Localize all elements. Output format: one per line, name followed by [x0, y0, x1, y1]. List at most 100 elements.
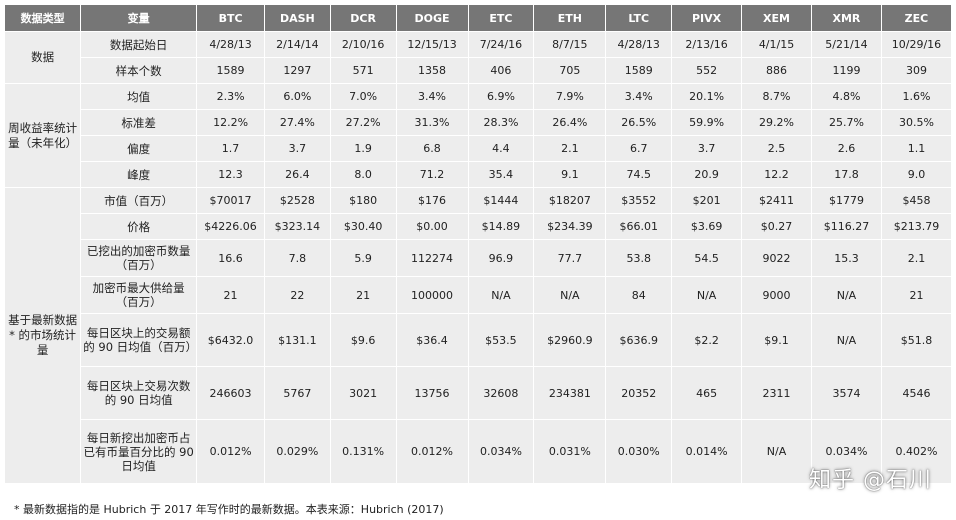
- value-cell: $116.27: [811, 214, 881, 239]
- value-cell: 4/1/15: [742, 32, 811, 57]
- value-cell: $3552: [606, 188, 672, 213]
- value-cell: $2528: [264, 188, 330, 213]
- table-row: 加密币最大供给量（百万） 21 22 21 100000 N/A N/A 84 N/A 9000 N…: [5, 277, 951, 313]
- table-row: 已挖出的加密币数量（百万） 16.6 7.8 5.9 112274 96.9 77.7 53.…: [5, 240, 951, 276]
- value-cell: 2.6: [811, 136, 881, 161]
- group-label: 周收益率统计量（未年化）: [5, 84, 81, 187]
- value-cell: 246603: [197, 367, 264, 419]
- value-cell: 5767: [264, 367, 330, 419]
- value-cell: 27.4%: [264, 110, 330, 135]
- value-cell: 1589: [606, 58, 672, 83]
- value-cell: $180: [330, 188, 396, 213]
- table-row: 标准差 12.2% 27.4% 27.2% 31.3% 28.3% 26.4% 26.5% 59…: [5, 110, 951, 135]
- value-cell: 21: [197, 277, 264, 313]
- value-cell: 27.2%: [330, 110, 396, 135]
- variable-name: 每日区块上的交易额的 90 日均值（百万）: [81, 314, 197, 366]
- value-cell: N/A: [672, 277, 742, 313]
- value-cell: 465: [672, 367, 742, 419]
- value-cell: 100000: [396, 277, 468, 313]
- value-cell: 84: [606, 277, 672, 313]
- value-cell: 1199: [811, 58, 881, 83]
- value-cell: N/A: [811, 277, 881, 313]
- value-cell: 2/14/14: [264, 32, 330, 57]
- value-cell: 0.402%: [881, 420, 951, 483]
- variable-name: 每日区块上交易次数的 90 日均值: [81, 367, 197, 419]
- value-cell: 12.3: [197, 162, 264, 187]
- value-cell: 21: [881, 277, 951, 313]
- value-cell: 17.8: [811, 162, 881, 187]
- value-cell: $0.27: [742, 214, 811, 239]
- value-cell: 4.8%: [811, 84, 881, 109]
- value-cell: 53.8: [606, 240, 672, 276]
- table-row: 周收益率统计量（未年化） 均值 2.3% 6.0% 7.0% 3.4% 6.9% 7.9% 3.…: [5, 84, 951, 187]
- value-cell: 96.9: [468, 240, 534, 276]
- table-row: 每日区块上交易次数的 90 日均值 246603 5767 3021 13756 3260…: [5, 367, 951, 419]
- value-cell: $18207: [534, 188, 606, 213]
- value-cell: 2/10/16: [330, 32, 396, 57]
- value-cell: 1.6%: [881, 84, 951, 109]
- table-row: 峰度 12.3 26.4 8.0 71.2 35.4 9.1 74.5 20.9 12.2 17.8…: [5, 162, 951, 187]
- value-cell: 5/21/14: [811, 32, 881, 57]
- value-cell: $9.6: [330, 314, 396, 366]
- value-cell: $9.1: [742, 314, 811, 366]
- value-cell: 0.131%: [330, 420, 396, 483]
- value-cell: 0.014%: [672, 420, 742, 483]
- value-cell: 2.1: [534, 136, 606, 161]
- value-cell: 6.0%: [264, 84, 330, 109]
- value-cell: 8.0: [330, 162, 396, 187]
- value-cell: $6432.0: [197, 314, 264, 366]
- header-coin: DASH: [264, 5, 330, 31]
- footnote: * 最新数据指的是 Hubrich 于 2017 年写作时的最新数据。本表来源：…: [14, 503, 444, 516]
- value-cell: 0.029%: [264, 420, 330, 483]
- value-cell: 71.2: [396, 162, 468, 187]
- value-cell: 2/13/16: [672, 32, 742, 57]
- value-cell: 571: [330, 58, 396, 83]
- value-cell: 4/28/13: [197, 32, 264, 57]
- value-cell: N/A: [811, 314, 881, 366]
- value-cell: 26.4: [264, 162, 330, 187]
- value-cell: $3.69: [672, 214, 742, 239]
- value-cell: 77.7: [534, 240, 606, 276]
- value-cell: 5.9: [330, 240, 396, 276]
- value-cell: 4.4: [468, 136, 534, 161]
- value-cell: 6.9%: [468, 84, 534, 109]
- value-cell: $4226.06: [197, 214, 264, 239]
- value-cell: 0.034%: [811, 420, 881, 483]
- value-cell: $14.89: [468, 214, 534, 239]
- value-cell: 2311: [742, 367, 811, 419]
- header-coin: ETC: [468, 5, 534, 31]
- variable-name: 价格: [81, 214, 197, 239]
- value-cell: $30.40: [330, 214, 396, 239]
- value-cell: 0.012%: [197, 420, 264, 483]
- header-variable: 变量: [81, 5, 197, 31]
- value-cell: 12/15/13: [396, 32, 468, 57]
- header-coin: PIVX: [672, 5, 742, 31]
- value-cell: 35.4: [468, 162, 534, 187]
- value-cell: 705: [534, 58, 606, 83]
- header-coin: BTC: [197, 5, 264, 31]
- value-cell: 4/28/13: [606, 32, 672, 57]
- value-cell: 0.012%: [396, 420, 468, 483]
- value-cell: N/A: [468, 277, 534, 313]
- value-cell: $1779: [811, 188, 881, 213]
- value-cell: 3.4%: [396, 84, 468, 109]
- header-coin: ETH: [534, 5, 606, 31]
- value-cell: $70017: [197, 188, 264, 213]
- header-coin: DCR: [330, 5, 396, 31]
- variable-name: 加密币最大供给量（百万）: [81, 277, 197, 313]
- table-row: 偏度 1.7 3.7 1.9 6.8 4.4 2.1 6.7 3.7 2.5 2.6 1.1: [5, 136, 951, 161]
- value-cell: 16.6: [197, 240, 264, 276]
- table-row: 样本个数 1589 1297 571 1358 406 705 1589 552 886 1199 3…: [5, 58, 951, 83]
- variable-name: 偏度: [81, 136, 197, 161]
- value-cell: 8.7%: [742, 84, 811, 109]
- value-cell: 406: [468, 58, 534, 83]
- value-cell: 1297: [264, 58, 330, 83]
- value-cell: 30.5%: [881, 110, 951, 135]
- value-cell: $176: [396, 188, 468, 213]
- value-cell: 1.7: [197, 136, 264, 161]
- value-cell: 28.3%: [468, 110, 534, 135]
- variable-name: 标准差: [81, 110, 197, 135]
- table-row: 数据 数据起始日 4/28/13 2/14/14 2/10/16 12/15/13 7/24…: [5, 32, 951, 83]
- value-cell: 59.9%: [672, 110, 742, 135]
- value-cell: 9000: [742, 277, 811, 313]
